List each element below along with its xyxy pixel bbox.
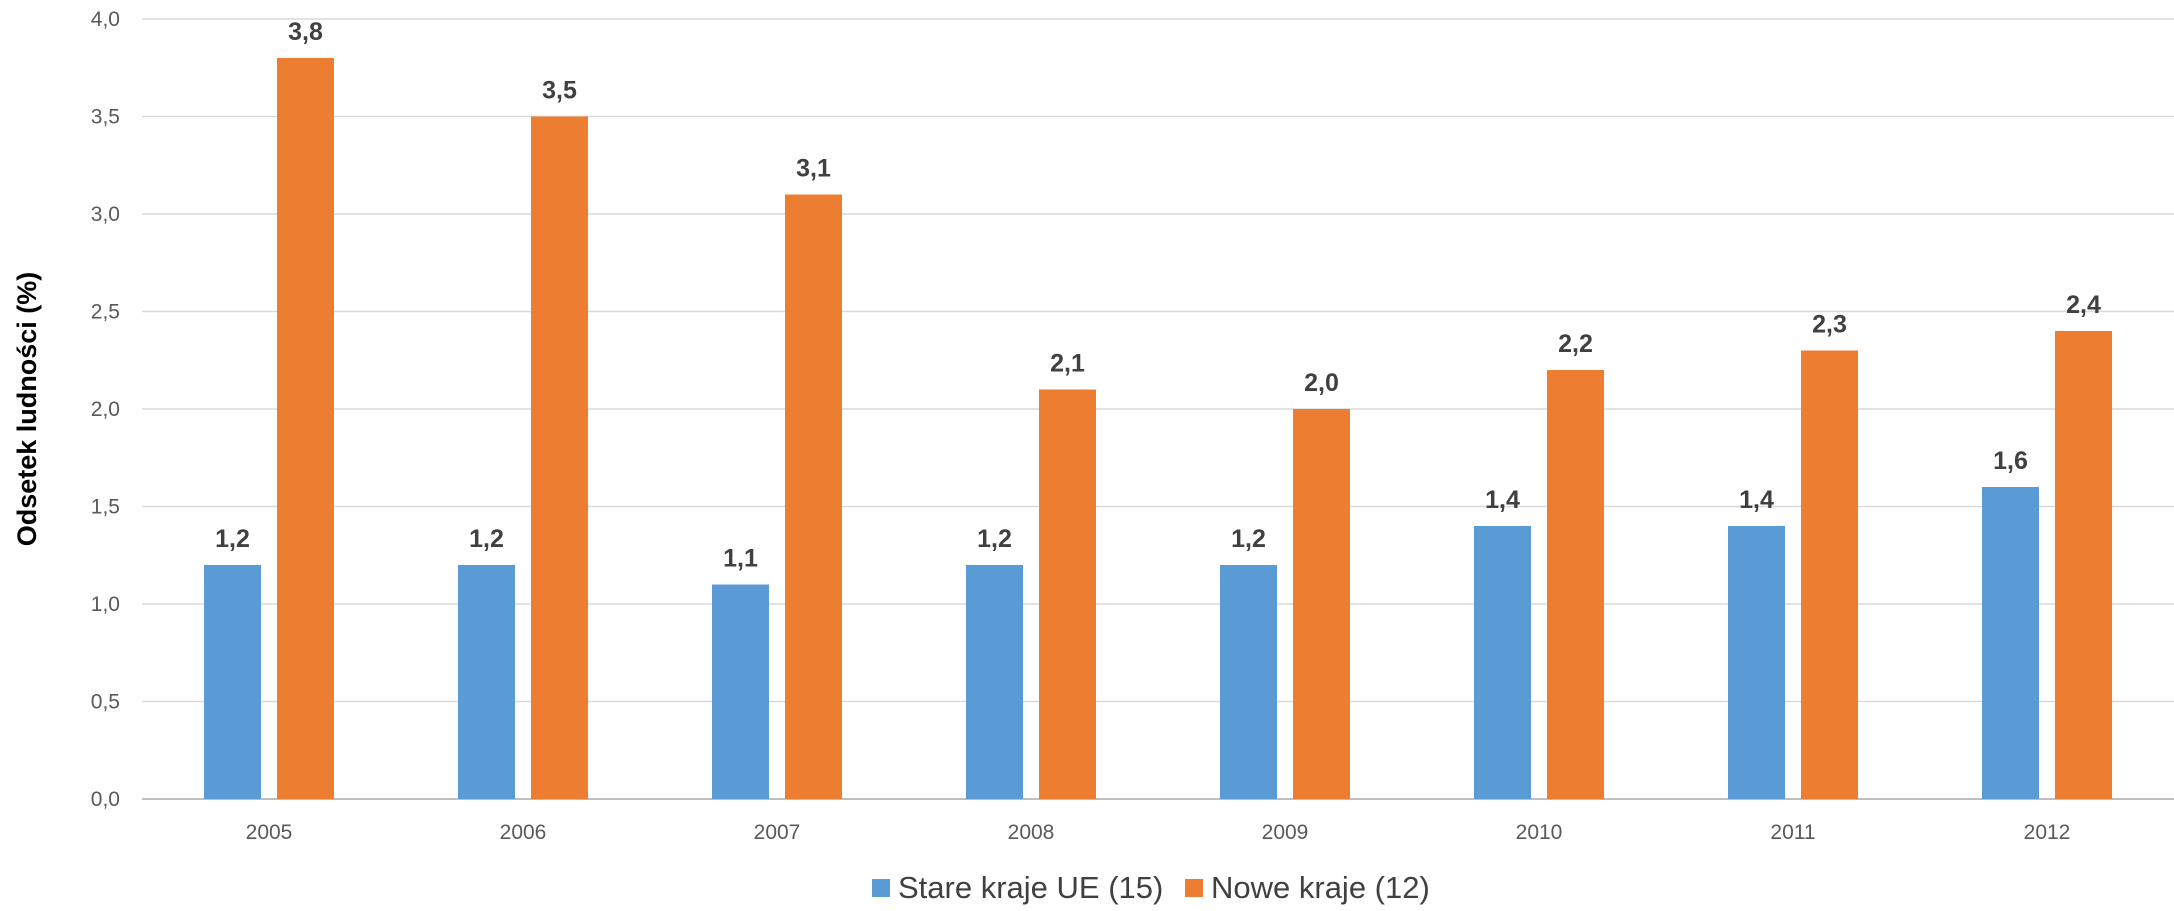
y-tick-label: 3,5 xyxy=(91,106,120,129)
x-tick-label: 2006 xyxy=(500,821,547,844)
bar-nowe-kraje-2005 xyxy=(277,58,334,799)
y-tick-label: 3,0 xyxy=(91,203,120,226)
bar-nowe-kraje-2007 xyxy=(785,194,842,799)
data-label: 2,2 xyxy=(1558,330,1593,358)
bar-stare-kraje-2011 xyxy=(1728,526,1785,799)
x-tick-label: 2010 xyxy=(1516,821,1563,844)
data-labels: 1,2 3,8 1,2 3,5 1,1 3,1 1,2 2,1 1,2 2,0 1,4 2,2 1,4 2… xyxy=(215,18,2101,573)
bar-nowe-kraje-2008 xyxy=(1039,389,1096,799)
bar-stare-kraje-2006 xyxy=(458,565,515,799)
bar-stare-kraje-2008 xyxy=(966,565,1023,799)
data-label: 2,4 xyxy=(2066,291,2101,319)
data-label: 1,2 xyxy=(469,525,504,553)
data-label: 1,4 xyxy=(1739,486,1774,514)
data-label: 3,5 xyxy=(542,77,577,105)
x-tick-label: 2009 xyxy=(1262,821,1309,844)
x-tick-label: 2012 xyxy=(2024,821,2071,844)
x-tick-label: 2007 xyxy=(754,821,801,844)
x-tick-label: 2008 xyxy=(1008,821,1055,844)
y-tick-label: 2,5 xyxy=(91,301,120,324)
data-label: 3,1 xyxy=(796,155,831,183)
bar-nowe-kraje-2006 xyxy=(531,116,588,799)
legend-label-nowe-kraje: Nowe kraje (12) xyxy=(1211,870,1430,905)
bar-stare-kraje-2012 xyxy=(1982,487,2039,799)
data-label: 1,4 xyxy=(1485,486,1520,514)
y-tick-label: 2,0 xyxy=(91,398,120,421)
data-label: 2,3 xyxy=(1812,311,1847,339)
legend-label-stare-kraje: Stare kraje UE (15) xyxy=(898,870,1163,905)
data-label: 1,2 xyxy=(1231,525,1266,553)
y-tick-label: 0,0 xyxy=(91,788,120,811)
y-axis-label: Odsetek ludności (%) xyxy=(12,272,42,547)
bar-nowe-kraje-2012 xyxy=(2055,331,2112,799)
bar-nowe-kraje-2009 xyxy=(1293,409,1350,799)
bar-stare-kraje-2010 xyxy=(1474,526,1531,799)
x-tick-label: 2005 xyxy=(246,821,293,844)
y-tick-label: 4,0 xyxy=(91,8,120,31)
data-label: 2,1 xyxy=(1050,350,1085,378)
legend-swatch-nowe-kraje xyxy=(1185,879,1203,897)
data-label: 1,1 xyxy=(723,545,758,573)
legend: Stare kraje UE (15) Nowe kraje (12) xyxy=(872,870,1430,905)
y-tick-label: 1,0 xyxy=(91,593,120,616)
bar-stare-kraje-2009 xyxy=(1220,565,1277,799)
y-axis-ticks: 0,0 0,5 1,0 1,5 2,0 2,5 3,0 3,5 4,0 xyxy=(91,8,120,811)
bar-nowe-kraje-2010 xyxy=(1547,370,1604,799)
y-tick-label: 1,5 xyxy=(91,496,120,519)
bar-stare-kraje-2007 xyxy=(712,584,769,799)
data-label: 3,8 xyxy=(288,18,323,46)
data-label: 2,0 xyxy=(1304,369,1339,397)
data-label: 1,2 xyxy=(215,525,250,553)
bars xyxy=(204,58,2112,799)
bar-stare-kraje-2005 xyxy=(204,565,261,799)
gridlines xyxy=(142,18,2174,800)
legend-swatch-stare-kraje xyxy=(872,879,890,897)
x-tick-label: 2011 xyxy=(1770,821,1815,844)
y-tick-label: 0,5 xyxy=(91,691,120,714)
data-label: 1,6 xyxy=(1993,447,2028,475)
x-axis-ticks: 2005 2006 2007 2008 2009 2010 2011 2012 xyxy=(246,821,2071,844)
data-label: 1,2 xyxy=(977,525,1012,553)
bar-nowe-kraje-2011 xyxy=(1801,350,1858,799)
